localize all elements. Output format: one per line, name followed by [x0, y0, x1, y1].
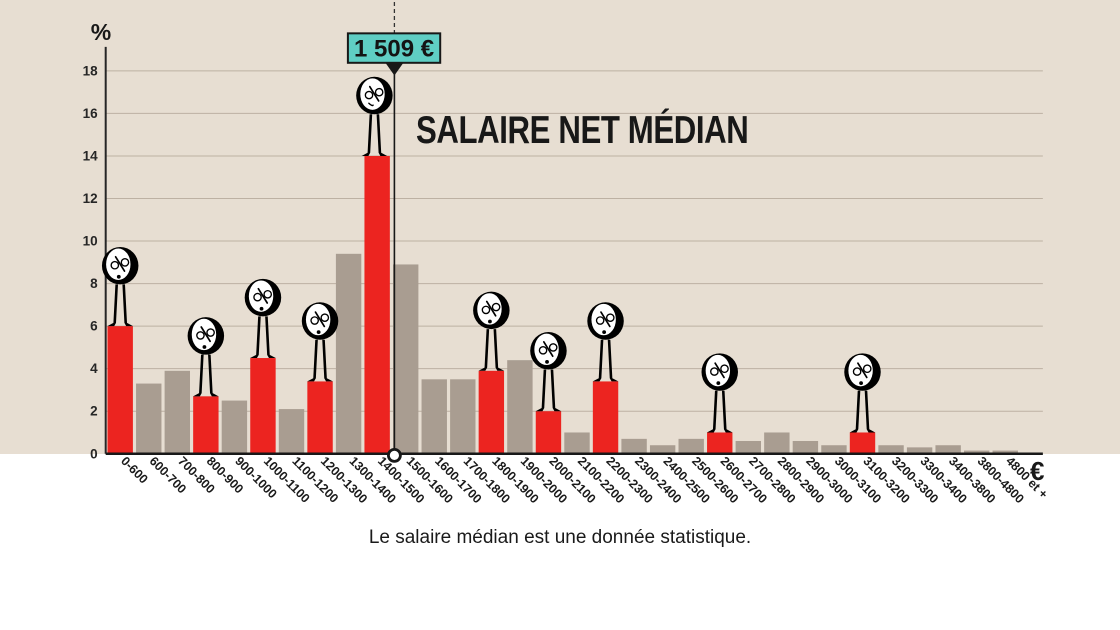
svg-text:16: 16: [83, 106, 99, 121]
svg-text:8: 8: [90, 276, 98, 291]
svg-text:%: %: [91, 19, 111, 45]
svg-text:0: 0: [90, 446, 98, 461]
svg-text:0-600: 0-600: [118, 454, 151, 487]
svg-text:10: 10: [83, 234, 98, 249]
svg-text:18: 18: [83, 63, 99, 78]
svg-text:1 509 €: 1 509 €: [354, 36, 434, 63]
svg-text:SALAIRE NET MÉDIAN: SALAIRE NET MÉDIAN: [416, 108, 748, 152]
svg-text:6: 6: [90, 319, 98, 334]
svg-text:12: 12: [83, 191, 98, 206]
svg-text:4: 4: [90, 361, 98, 376]
svg-text:14: 14: [83, 148, 99, 163]
svg-text:2: 2: [90, 404, 98, 419]
